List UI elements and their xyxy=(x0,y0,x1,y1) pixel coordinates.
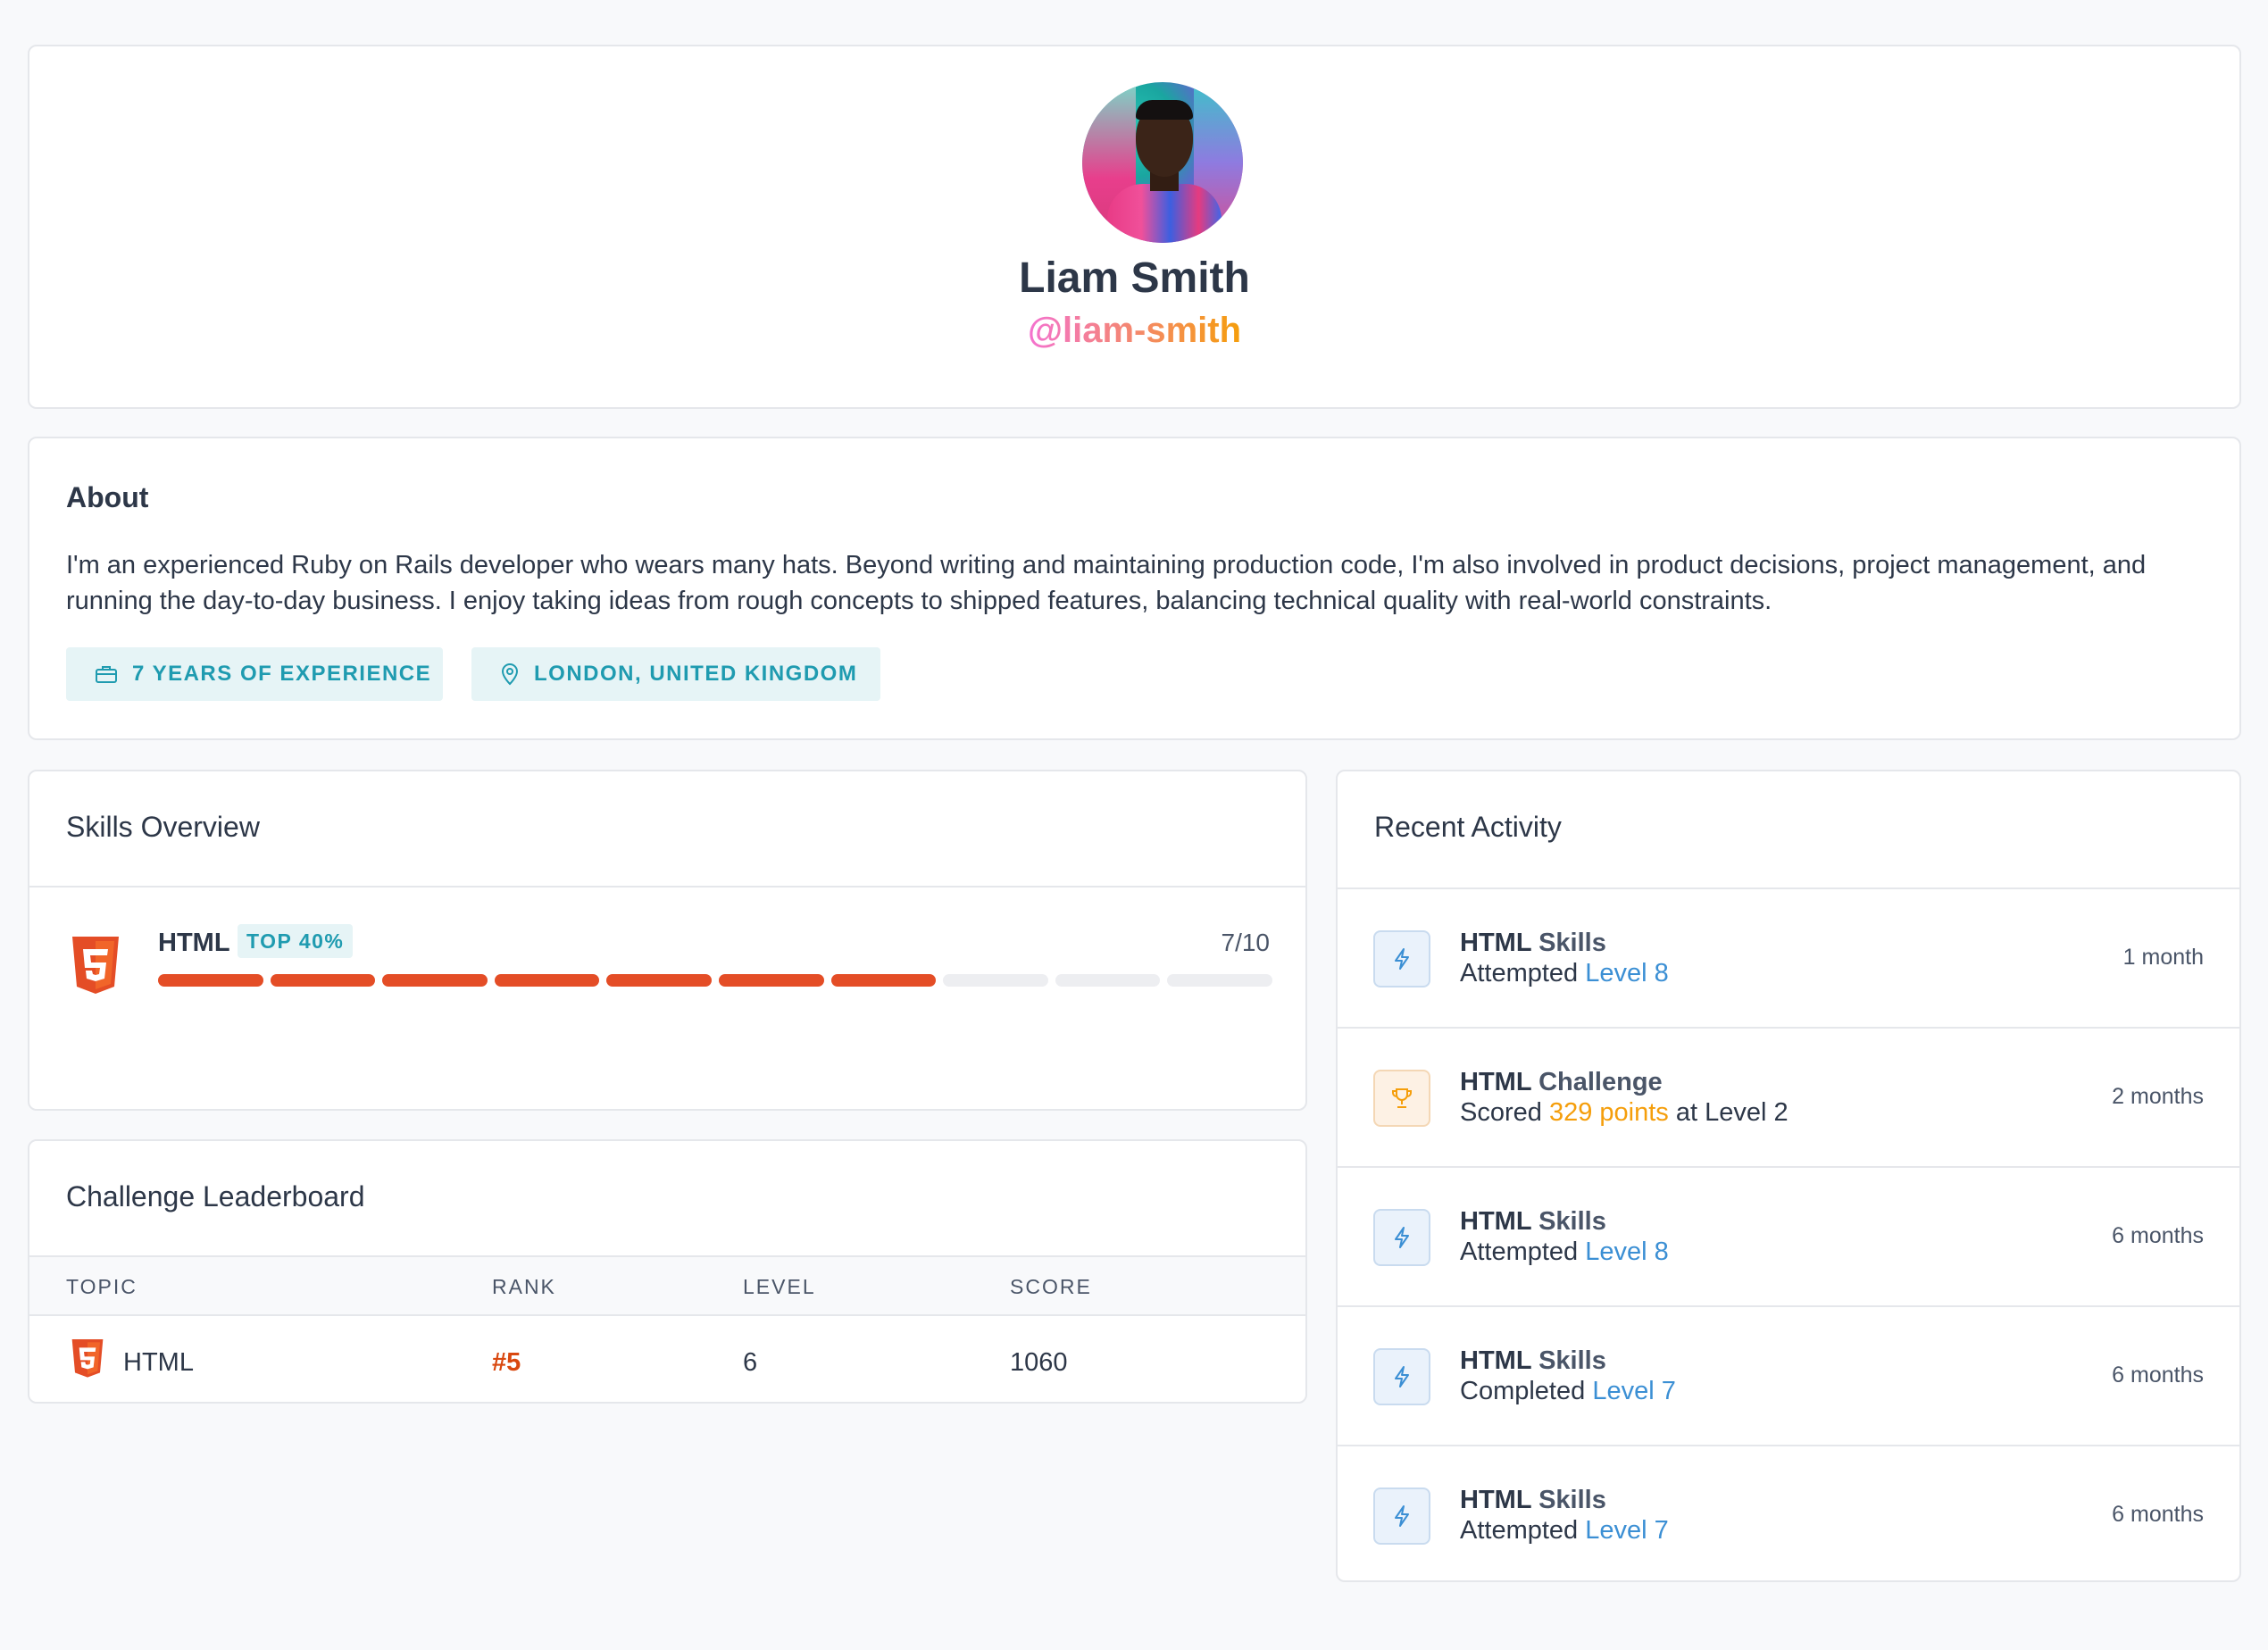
activity-time: 6 months xyxy=(2112,1362,2204,1388)
progress-segment xyxy=(718,974,824,987)
html5-icon xyxy=(71,1339,104,1378)
progress-segment xyxy=(1055,974,1161,987)
column-rank: RANK xyxy=(492,1275,556,1298)
challenge-leaderboard-card: Challenge Leaderboard TOPIC RANK LEVEL S… xyxy=(28,1139,1307,1404)
profile-card: Liam Smith @liam-smith xyxy=(28,45,2241,409)
bolt-icon xyxy=(1373,1488,1430,1545)
progress-segment xyxy=(270,974,376,987)
activity-time: 1 month xyxy=(2122,945,2204,970)
activity-description: Attempted Level 8 xyxy=(1460,1238,1669,1266)
leaderboard-header: Challenge Leaderboard xyxy=(29,1141,1305,1257)
column-level: LEVEL xyxy=(743,1275,816,1298)
skill-rank-badge: TOP 40% xyxy=(238,924,354,958)
recent-activity-card: Recent Activity HTML Skills Attempted Lev… xyxy=(1336,770,2241,1582)
activity-time: 6 months xyxy=(2112,1223,2204,1248)
skill-score: 7/10 xyxy=(1221,929,1271,956)
skill-progress-bar xyxy=(158,974,1272,987)
table-cell-rank: #5 xyxy=(492,1348,521,1377)
progress-segment xyxy=(606,974,712,987)
bolt-icon xyxy=(1373,1209,1430,1266)
progress-segment xyxy=(382,974,488,987)
activity-item[interactable]: HTML Skills Attempted Level 7 6 months xyxy=(1338,1445,2239,1584)
profile-name: Liam Smith xyxy=(1019,254,1250,302)
activity-title: Recent Activity xyxy=(1374,811,1562,843)
location-tag: LONDON, UNITED KINGDOM xyxy=(471,647,880,701)
activity-title: HTML Skills xyxy=(1460,1346,1606,1375)
activity-header: Recent Activity xyxy=(1338,771,2239,888)
column-score: SCORE xyxy=(1010,1275,1092,1298)
activity-title: HTML Skills xyxy=(1460,929,1606,957)
briefcase-icon xyxy=(96,666,117,683)
profile-handle: @liam-smith xyxy=(1027,311,1242,350)
activity-title: HTML Skills xyxy=(1460,1486,1606,1514)
about-body: I'm an experienced Ruby on Rails develop… xyxy=(66,551,2147,615)
progress-segment xyxy=(830,974,937,987)
skills-overview-card: Skills Overview HTML TOP 40% 7/10 xyxy=(28,770,1307,1111)
skills-header: Skills Overview xyxy=(29,771,1305,888)
progress-segment xyxy=(158,974,263,987)
table-header: TOPIC RANK LEVEL SCORE xyxy=(29,1257,1305,1316)
activity-item[interactable]: HTML Skills Attempted Level 8 6 months xyxy=(1338,1166,2239,1305)
avatar[interactable] xyxy=(1082,82,1243,243)
activity-description: Attempted Level 8 xyxy=(1460,959,1669,988)
table-cell-level: 6 xyxy=(743,1348,758,1377)
progress-segment xyxy=(943,974,1048,987)
progress-segment xyxy=(494,974,600,987)
activity-title: HTML Skills xyxy=(1460,1207,1606,1236)
activity-time: 6 months xyxy=(2112,1502,2204,1527)
column-topic: TOPIC xyxy=(66,1275,138,1298)
skills-title: Skills Overview xyxy=(66,811,260,843)
leaderboard-title: Challenge Leaderboard xyxy=(66,1180,365,1212)
bolt-icon xyxy=(1373,930,1430,988)
table-cell-score: 1060 xyxy=(1010,1348,1068,1377)
location-label: LONDON, UNITED KINGDOM xyxy=(534,662,858,686)
activity-time: 2 months xyxy=(2112,1084,2204,1109)
activity-description: Attempted Level 7 xyxy=(1460,1516,1669,1545)
about-title: About xyxy=(66,481,149,513)
activity-item[interactable]: HTML Challenge Scored 329 points at Level… xyxy=(1338,1027,2239,1166)
activity-description: Completed Level 7 xyxy=(1460,1377,1676,1405)
activity-description: Scored 329 points at Level 2 xyxy=(1460,1098,1789,1127)
table-cell-topic: HTML xyxy=(123,1348,194,1377)
bolt-icon xyxy=(1373,1348,1430,1405)
skill-name: HTML xyxy=(158,929,230,957)
activity-title: HTML Challenge xyxy=(1460,1068,1663,1096)
activity-item[interactable]: HTML Skills Completed Level 7 6 months xyxy=(1338,1305,2239,1445)
activity-item[interactable]: HTML Skills Attempted Level 8 1 month xyxy=(1338,888,2239,1027)
trophy-icon xyxy=(1373,1070,1430,1127)
about-card: About I'm an experienced Ruby on Rails d… xyxy=(28,437,2241,740)
experience-tag: 7 YEARS OF EXPERIENCE xyxy=(66,647,443,701)
map-pin-icon xyxy=(501,663,519,686)
html5-icon xyxy=(72,937,119,994)
progress-segment xyxy=(1167,974,1272,987)
experience-label: 7 YEARS OF EXPERIENCE xyxy=(132,662,432,686)
